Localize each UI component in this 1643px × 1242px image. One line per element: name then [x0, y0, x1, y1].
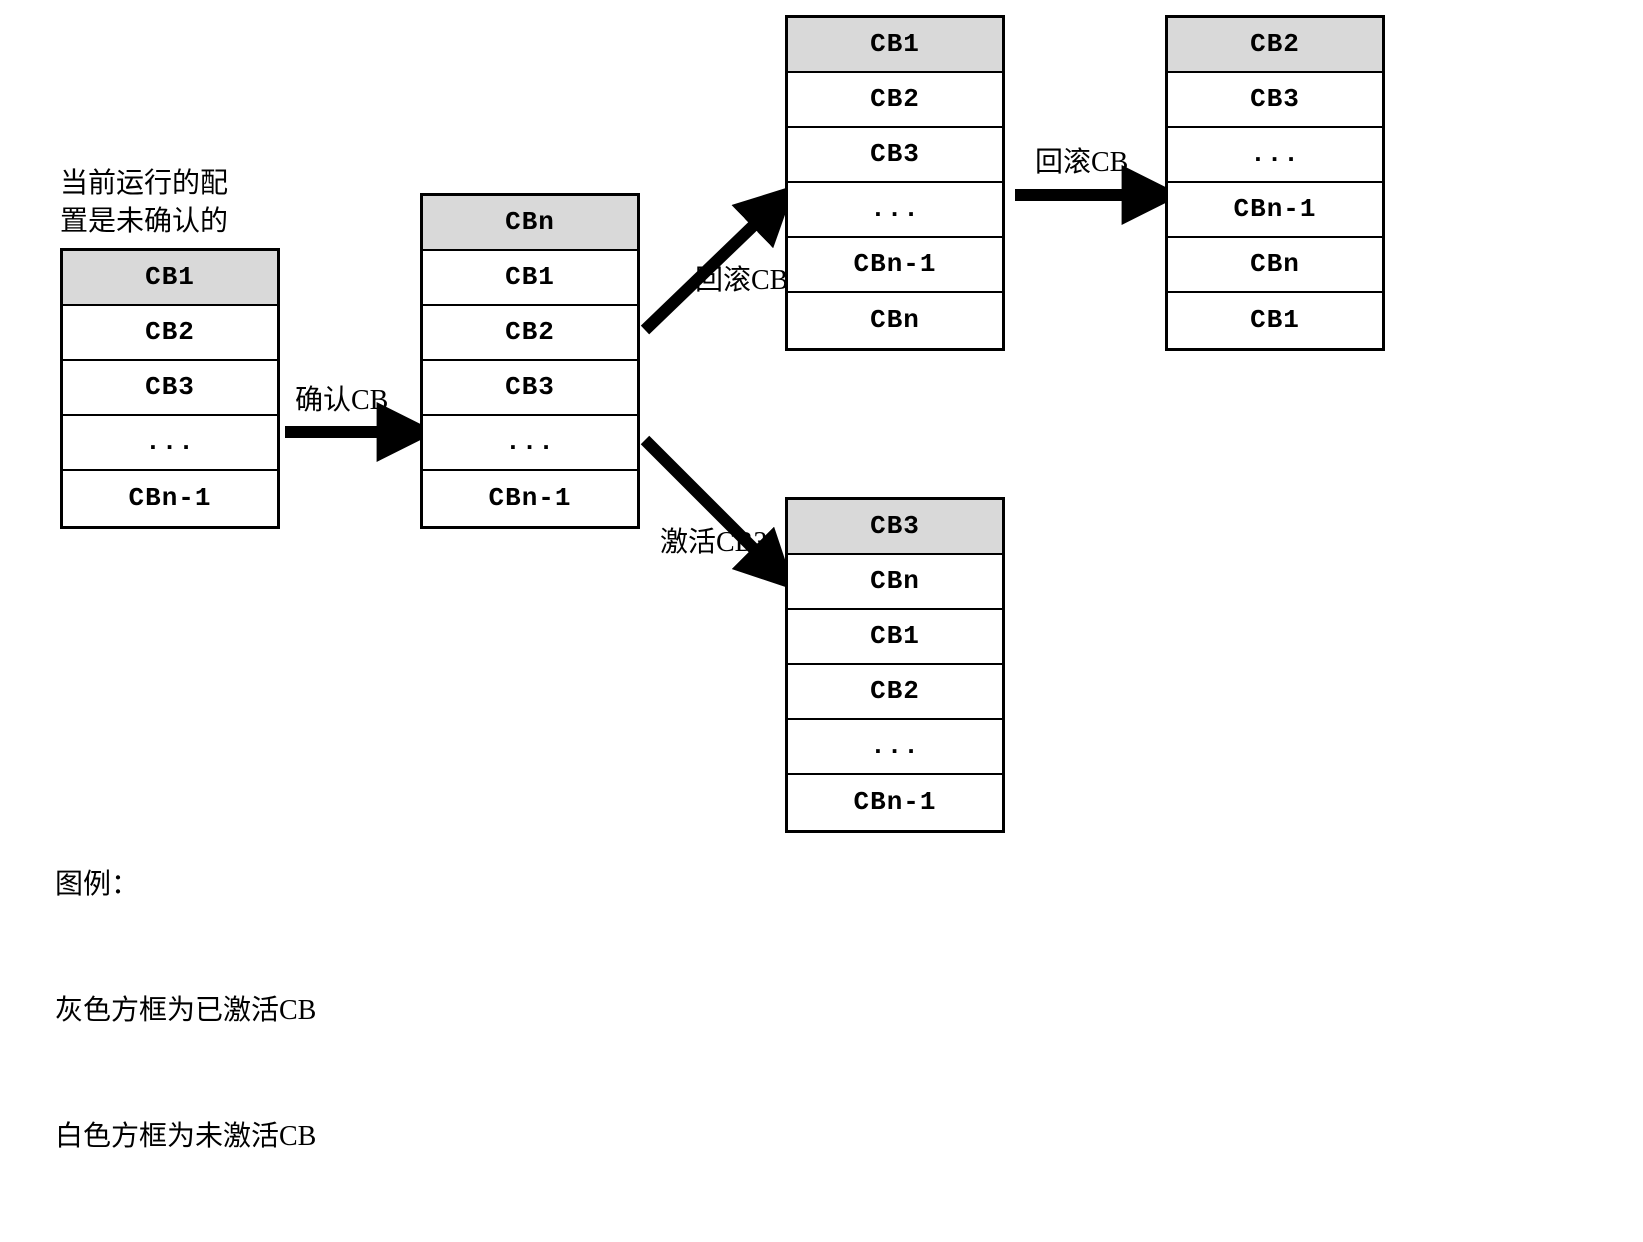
- cell: CB2: [63, 306, 277, 361]
- cell: ...: [1168, 128, 1382, 183]
- stack-s2: CBnCB1CB2CB3...CBn-1: [420, 193, 640, 529]
- cell: ...: [788, 183, 1002, 238]
- cell: CBn-1: [1168, 183, 1382, 238]
- stack-s1: CB1CB2CB3...CBn-1: [60, 248, 280, 529]
- stack-s4: CB3CBnCB1CB2...CBn-1: [785, 497, 1005, 833]
- cell: CBn: [1168, 238, 1382, 293]
- cell: CBn: [788, 293, 1002, 348]
- legend-line2: 白色方框为未激活CB: [55, 1116, 316, 1158]
- cell: CB2: [788, 665, 1002, 720]
- cell: CB1: [788, 610, 1002, 665]
- arrow-label-a_activate: 激活CB3: [660, 520, 767, 560]
- cell: CBn-1: [423, 471, 637, 526]
- stack-s3: CB1CB2CB3...CBn-1CBn: [785, 15, 1005, 351]
- cell: CB2: [788, 73, 1002, 128]
- cell: ...: [63, 416, 277, 471]
- legend-title: 图例：: [55, 864, 316, 906]
- cell: CB2: [1168, 18, 1382, 73]
- cell: CB3: [63, 361, 277, 416]
- cell: CB1: [1168, 293, 1382, 348]
- legend-block: 图例： 灰色方框为已激活CB 白色方框为未激活CB: [55, 780, 316, 1242]
- cell: CB1: [63, 251, 277, 306]
- diagram-stage: 当前运行的配 置是未确认的 图例： 灰色方框为已激活CB 白色方框为未激活CB …: [0, 0, 1643, 930]
- cell: CBn: [423, 196, 637, 251]
- cell: ...: [423, 416, 637, 471]
- cell: CB3: [1168, 73, 1382, 128]
- cell: CBn-1: [788, 238, 1002, 293]
- cell: CBn-1: [63, 471, 277, 526]
- cell: CB3: [788, 128, 1002, 183]
- cell: CBn-1: [788, 775, 1002, 830]
- arrow-label-a_confirm: 确认CB: [295, 378, 388, 418]
- cell: CB2: [423, 306, 637, 361]
- cell: CBn: [788, 555, 1002, 610]
- cell: CB1: [788, 18, 1002, 73]
- cell: CB3: [788, 500, 1002, 555]
- cell: ...: [788, 720, 1002, 775]
- stack-s5: CB2CB3...CBn-1CBnCB1: [1165, 15, 1385, 351]
- cell: CB3: [423, 361, 637, 416]
- caption-text: 当前运行的配 置是未确认的: [60, 165, 228, 241]
- arrow-label-a_rollback2: 回滚CB: [1035, 140, 1128, 180]
- legend-line1: 灰色方框为已激活CB: [55, 990, 316, 1032]
- cell: CB1: [423, 251, 637, 306]
- arrow-label-a_rollback1: 回滚CB: [695, 258, 788, 298]
